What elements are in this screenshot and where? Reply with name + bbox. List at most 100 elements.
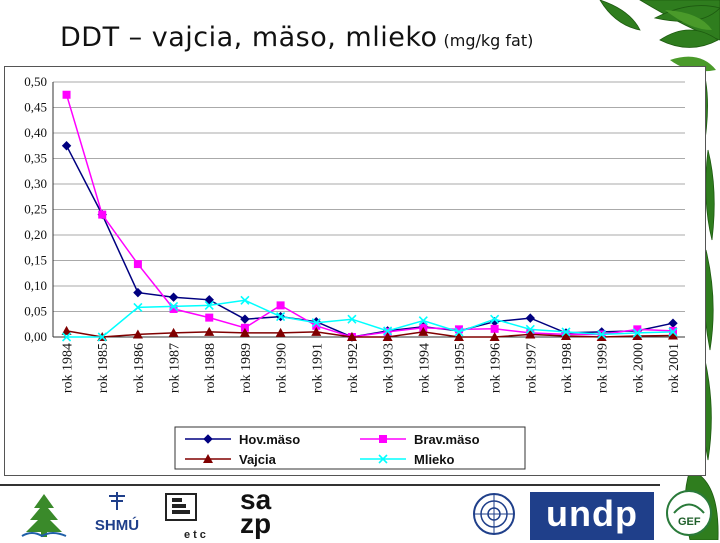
x-tick-label: rok 1996 [489, 343, 504, 393]
antenna-icon [109, 492, 125, 510]
data-point-brav-m-so [133, 260, 142, 269]
data-point-mlieko [490, 314, 500, 324]
data-point-mlieko [311, 318, 321, 328]
x-tick-label: rok 1992 [346, 343, 361, 393]
data-point-brav-m-so [276, 301, 285, 310]
tree-logo [21, 494, 67, 538]
data-point-vajcia [453, 332, 464, 341]
sazp-logo-bottom: zp [240, 508, 272, 539]
data-point-brav-m-so [312, 321, 321, 330]
data-point-vajcia [239, 327, 250, 337]
data-point-mlieko [133, 302, 143, 312]
data-point-mlieko [383, 326, 393, 336]
data-point-brav-m-so [205, 313, 214, 322]
x-tick-label: rok 1988 [203, 343, 218, 393]
data-point-mlieko [97, 332, 107, 342]
data-point-mlieko [347, 314, 357, 324]
etc-logo-text: etc [184, 529, 209, 541]
data-point-mlieko [276, 312, 286, 322]
data-point-brav-m-so [62, 90, 71, 99]
x-tick-label: rok 1984 [61, 343, 76, 393]
x-tick-label: rok 1998 [560, 343, 575, 393]
title-unit: (mg/kg fat) [443, 31, 534, 50]
data-point-mlieko [597, 329, 607, 340]
x-tick-label: rok 1995 [453, 343, 468, 393]
x-tick-label: rok 1993 [382, 343, 397, 393]
undp-logo-text: undp [546, 493, 638, 534]
chart-frame: 0,00 0,05 0,10 0,15 0,20 0,25 0,30 0,35 0,40 0,45… [4, 66, 706, 476]
y-tick-label: 0,45 [24, 100, 47, 115]
sazp-logo: sa zp [240, 484, 296, 539]
legend-label-brav-m-so: Brav.mäso [414, 432, 480, 447]
footer-logo-bar: SHMÚ etc sa zp undp [0, 484, 660, 542]
legend-label-vajcia: Vajcia [239, 452, 277, 467]
shmu-logo: SHMÚ [84, 490, 150, 538]
data-point-hov-m-so [61, 141, 72, 151]
line-chart: 0,00 0,05 0,10 0,15 0,20 0,25 0,30 0,35 0,40 0,45… [24, 74, 685, 470]
data-point-mlieko [454, 327, 464, 337]
data-point-vajcia [311, 326, 322, 336]
x-tick-label: rok 1986 [132, 343, 147, 393]
x-tick-label: rok 1997 [524, 343, 539, 393]
data-point-vajcia [418, 326, 429, 336]
data-point-mlieko [240, 295, 250, 305]
data-point-brav-m-so [169, 304, 178, 313]
gef-logo-text: GEF [678, 516, 701, 528]
data-point-mlieko [632, 328, 642, 338]
un-emblem [473, 493, 515, 535]
y-tick-label: 0,20 [24, 227, 47, 242]
data-point-vajcia [346, 332, 357, 341]
data-point-mlieko [204, 300, 214, 310]
data-point-mlieko [61, 332, 72, 342]
data-point-hov-m-so [204, 295, 214, 305]
gef-circle-icon [666, 490, 712, 536]
data-point-mlieko [169, 301, 179, 311]
y-tick-label: 0,00 [24, 329, 47, 344]
page-title: DDT – vajcia, mäso, mlieko (mg/kg fat) [60, 22, 533, 53]
sazp-logo-top: sa [240, 484, 272, 515]
x-tick-label: rok 1985 [96, 343, 111, 393]
data-point-mlieko [525, 324, 535, 334]
data-point-hov-m-so [168, 292, 179, 302]
data-point-vajcia [382, 332, 393, 341]
data-point-hov-m-so [240, 314, 250, 324]
x-tick-label: rok 1990 [275, 343, 290, 393]
series-line-hov-m-so [65, 145, 674, 338]
x-tick-label: rok 1989 [239, 343, 254, 393]
legend-marker-brav-m-so [379, 435, 387, 443]
shmu-logo-text: SHMÚ [94, 517, 140, 534]
y-tick-label: 0,30 [24, 176, 47, 191]
etc-logo: etc [162, 490, 220, 541]
data-point-hov-m-so [133, 287, 143, 298]
data-point-vajcia [275, 327, 286, 337]
y-tick-label: 0,50 [24, 74, 47, 89]
data-point-mlieko [668, 327, 678, 337]
book-stack-icon [165, 493, 197, 521]
series-line-mlieko [66, 299, 674, 338]
data-point-mlieko [561, 327, 571, 337]
legend-marker-vajcia [203, 454, 213, 463]
gef-logo: GEF [664, 488, 714, 538]
data-point-vajcia [560, 330, 571, 340]
data-point-vajcia [596, 332, 607, 341]
legend-label-mlieko: Mlieko [414, 452, 455, 467]
data-point-vajcia [668, 330, 678, 340]
series-line-brav-m-so [65, 94, 674, 338]
x-tick-label: rok 1999 [596, 343, 611, 393]
data-point-hov-m-so [525, 313, 536, 323]
data-point-hov-m-so [668, 318, 678, 328]
y-tick-label: 0,35 [24, 151, 47, 166]
undp-logo: undp [530, 492, 654, 540]
x-tick-label: rok 1991 [310, 343, 325, 393]
y-tick-label: 0,25 [24, 202, 47, 217]
legend-label-hov-m-so: Hov.mäso [239, 432, 300, 447]
legend-marker-hov-m-so [203, 434, 213, 444]
title-text: DDT – vajcia, mäso, mlieko [60, 22, 438, 53]
y-tick-label: 0,10 [24, 278, 47, 293]
data-point-vajcia [525, 329, 536, 339]
y-tick-label: 0,05 [24, 304, 47, 319]
data-point-brav-m-so [98, 210, 107, 219]
x-tick-label: rok 2000 [631, 343, 646, 393]
data-point-vajcia [204, 326, 215, 336]
data-point-brav-m-so [454, 325, 463, 334]
